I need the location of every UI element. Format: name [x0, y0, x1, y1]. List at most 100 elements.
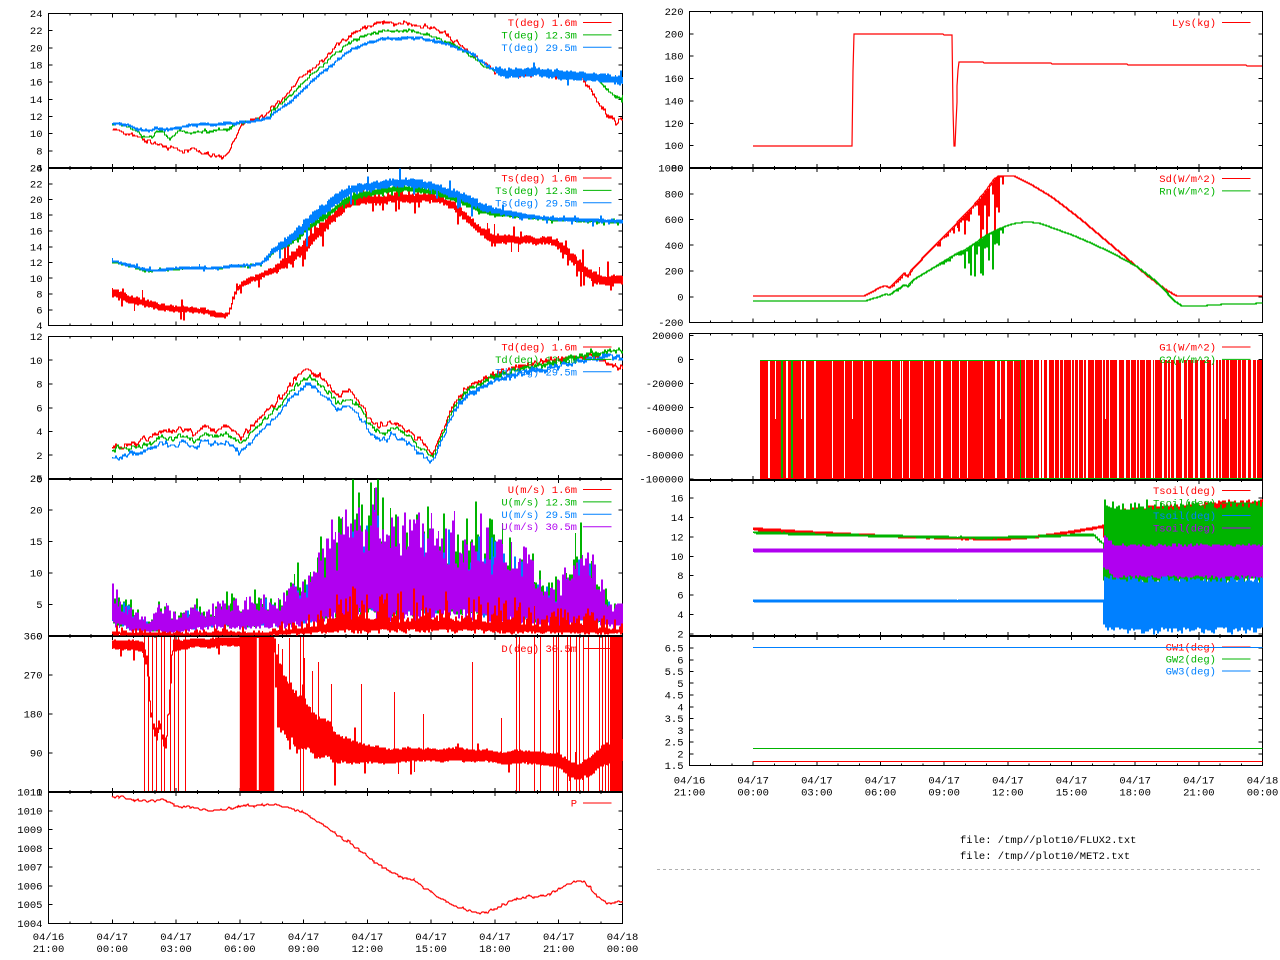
svg-text:1006: 1006: [17, 881, 42, 893]
svg-text:04/17: 04/17: [224, 932, 256, 944]
svg-text:D(deg) 30.5m: D(deg) 30.5m: [501, 644, 577, 656]
svg-text:00:00: 00:00: [607, 944, 639, 956]
svg-text:20000: 20000: [652, 331, 684, 343]
svg-text:GW1(deg): GW1(deg): [1166, 643, 1216, 655]
svg-text:-200: -200: [658, 318, 683, 330]
svg-text:20: 20: [30, 43, 43, 55]
svg-text:4: 4: [36, 427, 42, 439]
svg-text:04/18: 04/18: [607, 932, 639, 944]
svg-text:Sd(W/m^2): Sd(W/m^2): [1159, 174, 1216, 186]
svg-text:Tsoil(deg): Tsoil(deg): [1153, 499, 1216, 511]
svg-text:04/17: 04/17: [479, 932, 511, 944]
svg-text:09:00: 09:00: [288, 944, 320, 956]
svg-text:06:00: 06:00: [865, 788, 897, 800]
svg-text:1000: 1000: [658, 164, 683, 176]
svg-text:25: 25: [30, 474, 43, 486]
svg-text:04/17: 04/17: [1183, 776, 1215, 788]
svg-text:Ts(deg) 29.5m: Ts(deg) 29.5m: [495, 198, 577, 210]
svg-text:4: 4: [36, 321, 42, 333]
svg-text:5: 5: [677, 679, 683, 691]
svg-text:8: 8: [36, 290, 42, 302]
svg-text:2.5: 2.5: [665, 738, 684, 750]
svg-text:04/17: 04/17: [415, 932, 447, 944]
svg-text:04/16: 04/16: [674, 776, 706, 788]
svg-text:3.5: 3.5: [665, 714, 684, 726]
svg-text:15:00: 15:00: [415, 944, 447, 956]
svg-text:4.5: 4.5: [665, 691, 684, 703]
svg-text:04/17: 04/17: [288, 932, 320, 944]
svg-text:21:00: 21:00: [674, 788, 706, 800]
svg-text:Tsoil(deg): Tsoil(deg): [1153, 524, 1216, 536]
svg-text:600: 600: [665, 215, 684, 227]
svg-text:09:00: 09:00: [928, 788, 960, 800]
svg-text:-40000: -40000: [646, 403, 684, 415]
svg-text:12:00: 12:00: [352, 944, 384, 956]
svg-text:Td(deg) 29.5m: Td(deg) 29.5m: [495, 367, 577, 379]
svg-text:22: 22: [30, 179, 43, 191]
svg-text:20: 20: [30, 195, 43, 207]
svg-text:04/17: 04/17: [97, 932, 129, 944]
svg-text:6: 6: [677, 591, 683, 603]
svg-text:04/17: 04/17: [1119, 776, 1151, 788]
svg-text:15:00: 15:00: [1056, 788, 1088, 800]
svg-text:04/18: 04/18: [1247, 776, 1279, 788]
svg-text:-100000: -100000: [639, 475, 683, 487]
svg-text:04/17: 04/17: [992, 776, 1024, 788]
svg-text:15: 15: [30, 537, 43, 549]
svg-text:10: 10: [30, 356, 43, 368]
svg-text:U(m/s) 1.6m: U(m/s) 1.6m: [508, 485, 577, 497]
svg-text:06:00: 06:00: [224, 944, 256, 956]
svg-text:U(m/s) 12.3m: U(m/s) 12.3m: [501, 497, 577, 509]
svg-text:G2(W/m^2): G2(W/m^2): [1159, 355, 1216, 367]
svg-text:04/17: 04/17: [865, 776, 897, 788]
svg-text:6: 6: [677, 655, 683, 667]
svg-text:1008: 1008: [17, 844, 42, 856]
svg-text:18: 18: [30, 61, 43, 73]
svg-text:-20000: -20000: [646, 379, 684, 391]
svg-text:24: 24: [30, 9, 43, 21]
svg-text:0: 0: [36, 632, 42, 644]
svg-text:12: 12: [30, 258, 43, 270]
svg-text:Ts(deg) 1.6m: Ts(deg) 1.6m: [501, 174, 577, 186]
svg-text:200: 200: [665, 29, 684, 41]
svg-text:16: 16: [30, 227, 43, 239]
svg-text:1.5: 1.5: [665, 761, 684, 773]
svg-text:Rn(W/m^2): Rn(W/m^2): [1159, 186, 1216, 198]
svg-text:18: 18: [30, 211, 43, 223]
svg-text:10: 10: [30, 274, 43, 286]
svg-text:140: 140: [665, 96, 684, 108]
svg-text:6.5: 6.5: [665, 644, 684, 656]
svg-text:GW3(deg): GW3(deg): [1166, 667, 1216, 679]
svg-text:04/17: 04/17: [160, 932, 192, 944]
svg-text:10: 10: [671, 552, 684, 564]
svg-text:360: 360: [24, 632, 43, 644]
svg-text:5: 5: [36, 600, 42, 612]
svg-text:04/17: 04/17: [801, 776, 833, 788]
svg-text:Tsoil(deg): Tsoil(deg): [1153, 486, 1216, 498]
svg-text:270: 270: [24, 671, 43, 683]
svg-text:1004: 1004: [17, 919, 42, 931]
svg-text:16: 16: [30, 78, 43, 90]
svg-text:2: 2: [36, 451, 42, 463]
svg-text:1010: 1010: [17, 806, 42, 818]
svg-text:00:00: 00:00: [97, 944, 129, 956]
svg-text:90: 90: [30, 749, 43, 761]
svg-text:0: 0: [36, 788, 42, 800]
svg-text:4: 4: [677, 610, 683, 622]
svg-text:12: 12: [30, 112, 43, 124]
svg-text:1005: 1005: [17, 900, 42, 912]
svg-text:180: 180: [665, 52, 684, 64]
svg-text:4: 4: [677, 702, 683, 714]
svg-text:6: 6: [36, 305, 42, 317]
svg-text:8: 8: [36, 146, 42, 158]
svg-text:160: 160: [665, 74, 684, 86]
svg-text:21:00: 21:00: [1183, 788, 1215, 800]
svg-text:18:00: 18:00: [479, 944, 511, 956]
svg-text:24: 24: [30, 164, 43, 176]
svg-text:-80000: -80000: [646, 451, 684, 463]
svg-text:14: 14: [30, 95, 43, 107]
svg-text:04/17: 04/17: [352, 932, 384, 944]
svg-text:Tsoil(deg): Tsoil(deg): [1153, 511, 1216, 523]
svg-text:14: 14: [671, 513, 684, 525]
svg-text:04/17: 04/17: [737, 776, 769, 788]
